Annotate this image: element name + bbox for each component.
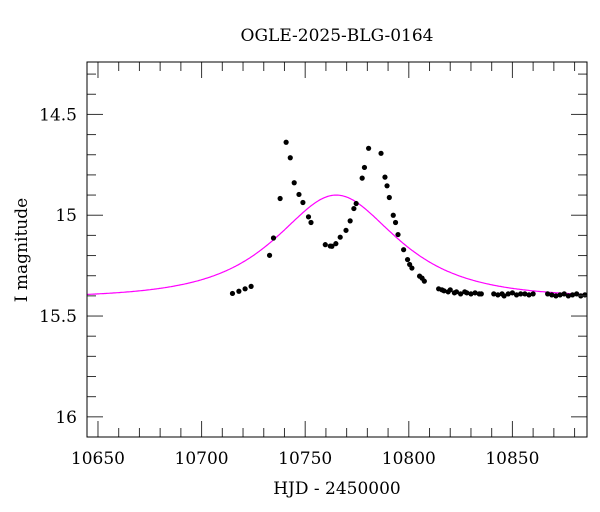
data-point [441,288,447,294]
data-point [561,291,567,297]
data-point [472,290,478,296]
data-point [464,290,470,296]
data-point [513,292,520,298]
data-point [248,283,254,289]
data-point [530,291,536,297]
data-point [447,287,453,293]
data-point [392,219,399,226]
data-point [526,292,532,298]
plot-frame [86,61,588,438]
data-point [518,291,524,297]
data-point [574,291,580,297]
data-point [545,291,551,297]
data-point [287,155,293,161]
data-point [291,180,297,186]
y-tick-label: 16 [55,408,77,428]
data-point [329,243,335,249]
data-point [458,291,464,297]
data-point [384,183,390,189]
data-point [283,139,289,145]
data-point [229,290,236,297]
data-point [353,200,359,207]
data-point [300,199,306,206]
x-tick-label: 10850 [485,449,539,469]
data-point [501,293,507,299]
data-point [569,292,576,298]
data-point [553,293,559,299]
data-point [549,292,555,298]
data-point [557,292,563,298]
x-tick-label: 10700 [175,449,229,469]
x-tick-labels: 10650 10700 10750 10800 10850 [71,449,540,469]
y-tick-label: 15.5 [39,307,77,327]
data-point [266,252,273,258]
data-point [351,205,357,212]
data-point [296,191,302,198]
model-curve [87,194,587,295]
data-point [478,291,484,297]
data-point [343,227,349,233]
chart-title: OGLE-2025-BLG-0164 [241,26,434,46]
data-point [361,164,368,171]
data-point [404,256,411,263]
data-point [491,291,497,297]
model-curve-layer [87,194,587,295]
data-point [509,290,516,296]
data-point [378,150,384,156]
data-point [390,212,396,218]
data-point [421,278,427,284]
data-point [270,235,277,241]
data-point [236,288,242,294]
x-tick-label: 10650 [71,449,125,469]
data-point [347,218,353,224]
data-point [359,175,365,181]
data-point [505,291,511,297]
data-point [468,291,474,297]
data-point [382,174,388,180]
data-point [495,292,501,298]
x-tick-label: 10800 [382,449,436,469]
data-point [305,214,312,220]
data-point [522,291,528,297]
y-tick-label: 15 [55,206,77,226]
data-point [337,234,343,240]
data-point [395,231,401,238]
y-axis-label: I magnitude [12,198,32,302]
y-tick-label: 14.5 [39,105,77,125]
data-point [308,219,314,226]
y-tick-labels: 14.5 15 15.5 16 [39,105,77,427]
data-points-layer [229,139,588,299]
axis-ticks [87,62,587,438]
data-point [322,242,328,248]
data-point [565,293,571,299]
data-point [386,194,392,201]
data-point [365,145,372,151]
x-tick-label: 10750 [278,449,332,469]
data-point [242,286,248,292]
data-point [409,265,415,271]
data-point [453,289,460,295]
data-point [333,241,339,247]
x-axis-label: HJD - 2450000 [273,479,401,499]
data-point [401,247,407,253]
data-point [277,195,283,202]
